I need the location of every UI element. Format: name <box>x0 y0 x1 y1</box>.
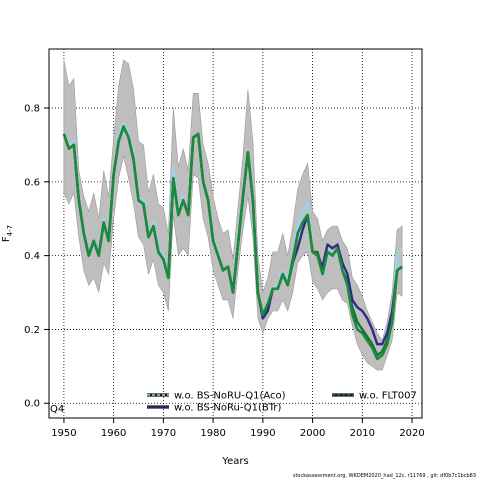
confidence-band <box>63 59 403 371</box>
y-axis-label-main: F <box>1 236 12 242</box>
x-tick-label: 2010 <box>350 428 375 439</box>
quarter-label: Q4 <box>50 404 64 415</box>
footer-credit: stockassessment.org, WKDEM2020_had_12c, … <box>292 473 476 479</box>
x-axis-ticks: 1950 1960 1970 1980 1990 2000 2010 2020 <box>51 418 425 439</box>
x-tick-label: 1950 <box>51 428 76 439</box>
y-tick-label: 0.2 <box>24 325 40 336</box>
y-tick-label: 0.4 <box>24 251 40 262</box>
x-tick-label: 1970 <box>151 428 176 439</box>
x-tick-label: 1990 <box>250 428 275 439</box>
x-tick-label: 1980 <box>200 428 225 439</box>
series-line-base <box>62 125 403 361</box>
y-axis-label: F4-7 <box>1 225 14 242</box>
series-layer <box>62 121 404 361</box>
x-axis-label: Years <box>221 456 248 467</box>
legend-label: w.o. BS-NoRU-Q1(Aco) <box>174 391 286 402</box>
x-tick-label: 2020 <box>399 428 424 439</box>
legend-label: w.o. FLT007 <box>359 391 417 402</box>
y-axis-ticks: 0.0 0.2 0.4 0.6 0.8 <box>24 104 49 410</box>
x-tick-label: 2000 <box>300 428 325 439</box>
confidence-band-layer <box>63 59 403 371</box>
y-tick-label: 0.0 <box>24 399 40 410</box>
y-tick-label: 0.6 <box>24 177 40 188</box>
y-axis-label-subscript: 4-7 <box>6 225 14 236</box>
legend: w.o. BS-NoRU-Q1(Aco)w.o. BS-NoRu-Q1(BTr)… <box>147 391 417 414</box>
legend-label: w.o. BS-NoRu-Q1(BTr) <box>174 403 282 414</box>
plot-frame <box>48 48 423 419</box>
x-tick-label: 1960 <box>101 428 126 439</box>
y-tick-label: 0.8 <box>24 104 40 115</box>
